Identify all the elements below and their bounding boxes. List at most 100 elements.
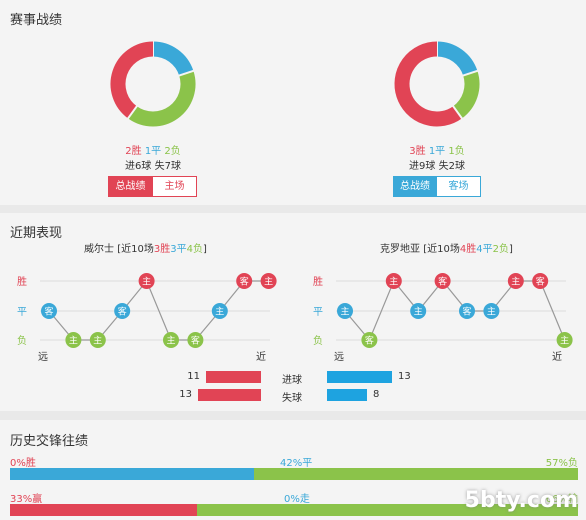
- right-scored-bar: [327, 371, 392, 383]
- right-away-tab[interactable]: 客场: [436, 176, 481, 197]
- form-point: [532, 273, 549, 289]
- form-point: [65, 332, 82, 348]
- right-scored-value: 13: [398, 371, 411, 382]
- summary-losses: 2负: [492, 244, 509, 255]
- right-wdl: 3胜 1平 1负: [406, 142, 468, 157]
- summary-losses: 4负: [186, 244, 203, 255]
- form-point: [211, 303, 228, 319]
- form-point: [434, 273, 451, 289]
- left-scored-value: 11: [187, 371, 200, 382]
- donut-draw-slice: [436, 41, 478, 76]
- left-home-tab[interactable]: 主场: [152, 176, 197, 197]
- form-point-venue: 主: [340, 306, 349, 318]
- form-point-venue: 客: [118, 306, 127, 318]
- right-record-donut: [394, 41, 480, 127]
- right-conceded-bar: [327, 389, 367, 401]
- section-title: 赛事战绩: [10, 13, 63, 28]
- left-team-summary: 威尔士 [近10场3胜3平4负]: [84, 240, 207, 255]
- head-to-head-panel: 历史交锋往绩 0%胜 42%平 57%负 33%赢 0%走 66%输: [0, 420, 586, 520]
- donut-loss-slice: [128, 70, 196, 127]
- match-record-panel: 赛事战绩 2胜 1平 2负 进6球 失7球 总战绩 主场 3胜 1平 1负 进9…: [0, 0, 586, 205]
- donut-win-slice: [394, 41, 462, 127]
- form-point-venue: 主: [69, 335, 78, 347]
- summary-wins: 3胜: [153, 244, 171, 255]
- form-point: [337, 303, 353, 319]
- form-point-venue: 客: [462, 306, 471, 318]
- left-form-chart: 胜平负客主 主客主主 客主客 主远近: [17, 273, 277, 363]
- form-point-venue: 主: [560, 335, 569, 347]
- form-line: [344, 279, 566, 342]
- right-draws: 1平: [428, 146, 446, 157]
- left-record-donut: [110, 41, 196, 127]
- form-point: [507, 273, 524, 289]
- donut-loss-slice: [452, 70, 480, 119]
- summary-prefix: [近10场: [423, 244, 460, 255]
- right-conceded-value: 8: [373, 389, 380, 400]
- summary-draws: 4平: [476, 244, 493, 255]
- form-point-venue: 主: [414, 306, 423, 318]
- form-axis-label: 负: [313, 334, 323, 347]
- section-title: 历史交锋往绩: [10, 434, 89, 449]
- summary-prefix: [近10场: [117, 244, 154, 255]
- form-point: [187, 332, 204, 348]
- handicap-result-bar: [10, 504, 578, 516]
- h2h-draw-pct: 42%平: [280, 458, 313, 469]
- handicap-win-pct: 33%赢: [10, 494, 43, 505]
- right-form-chart: 胜平负主客主主客客 主主 客主远近: [313, 273, 573, 363]
- summary-suffix: ]: [202, 244, 207, 255]
- left-wins: 2胜: [125, 146, 142, 157]
- form-point: [483, 303, 500, 319]
- form-point-venue: 主: [487, 306, 496, 318]
- form-axis-label: 平: [17, 307, 27, 318]
- left-goals: 进6球 失7球: [125, 161, 181, 172]
- summary-wins: 4胜: [459, 244, 477, 255]
- handicap-push-pct: 0%走: [284, 494, 310, 505]
- form-point-venue: 主: [142, 276, 151, 288]
- summary-draws: 3平: [170, 244, 187, 255]
- form-axis-label: 负: [17, 334, 27, 347]
- left-scored-bar: [206, 371, 261, 383]
- recent-form-panel: 近期表现 威尔士 [近10场3胜3平4负] 克罗地亚 [近10场4胜4平2负] …: [0, 213, 586, 411]
- h2h-result-bar: [10, 468, 578, 480]
- form-point-venue: 客: [365, 335, 374, 347]
- left-overall-tab[interactable]: 总战绩: [108, 176, 153, 197]
- form-line: [48, 279, 269, 341]
- form-point: [89, 332, 106, 348]
- form-point-venue: 主: [93, 335, 102, 347]
- donut-separator: [452, 105, 464, 120]
- form-point: [260, 273, 277, 289]
- form-far-label: 远: [38, 351, 48, 363]
- form-point-venue: 客: [536, 276, 545, 288]
- left-losses: 2负: [164, 146, 181, 157]
- site-watermark: 5bty.com: [464, 488, 578, 513]
- form-near-label: 近: [552, 350, 562, 363]
- right-losses: 1负: [448, 146, 465, 157]
- form-near-label: 近: [256, 350, 266, 363]
- form-point: [114, 303, 131, 319]
- left-wdl: 2胜 1平 2负: [122, 142, 184, 157]
- form-point: [163, 332, 179, 348]
- handicap-loss-pct: 66%输: [545, 494, 578, 505]
- donut-separator: [126, 105, 138, 120]
- form-axis-label: 平: [313, 307, 323, 318]
- form-axis-label: 胜: [17, 276, 27, 288]
- right-goals: 进9球 失2球: [409, 161, 465, 172]
- conceded-label: 失球: [282, 393, 302, 404]
- form-axis-label: 胜: [313, 276, 323, 288]
- form-far-label: 远: [334, 351, 344, 363]
- left-draws: 1平: [144, 146, 162, 157]
- form-point: [410, 303, 427, 319]
- form-point: [385, 273, 402, 289]
- h2h-draw-segment: [10, 468, 255, 480]
- form-point-venue: 主: [389, 276, 398, 288]
- donut-win-slice: [110, 41, 154, 119]
- form-point: [361, 332, 378, 348]
- h2h-loss-pct: 57%负: [545, 458, 578, 469]
- right-wins: 3胜: [409, 146, 426, 157]
- form-point-venue: 客: [44, 306, 53, 318]
- form-point: [236, 273, 253, 289]
- donut-draw-slice: [152, 41, 194, 76]
- right-team-summary: 克罗地亚 [近10场4胜4平2负]: [380, 240, 513, 255]
- right-overall-tab[interactable]: 总战绩: [393, 176, 437, 197]
- right-team-name: 克罗地亚: [380, 244, 420, 255]
